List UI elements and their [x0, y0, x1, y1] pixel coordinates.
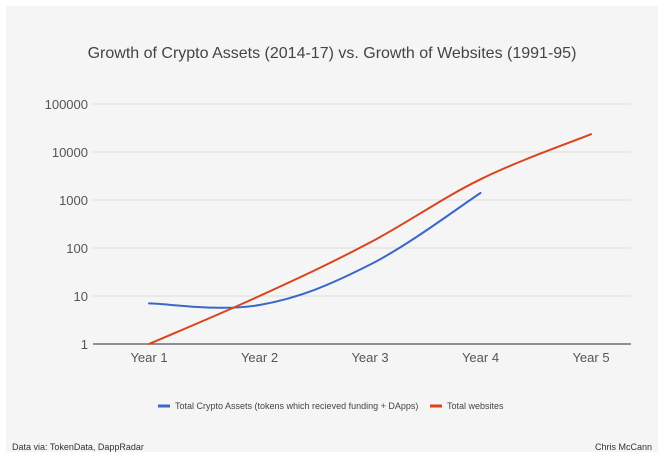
y-tick-label: 10 [74, 289, 88, 304]
x-tick-label: Year 4 [462, 350, 499, 365]
legend-label-websites: Total websites [447, 401, 504, 411]
y-tick-label: 100 [66, 241, 88, 256]
chart-frame: Growth of Crypto Assets (2014-17) vs. Gr… [6, 6, 658, 452]
author-credit: Chris McCann [595, 442, 652, 452]
gridlines [93, 103, 631, 345]
source-credit: Data via: TokenData, DappRadar [12, 442, 144, 452]
x-tick-label: Year 2 [241, 350, 278, 365]
series-line-crypto-assets [148, 191, 482, 309]
line-chart: Growth of Crypto Assets (2014-17) vs. Gr… [12, 45, 652, 452]
x-tick-label: Year 1 [130, 350, 167, 365]
y-tick-label: 1 [81, 337, 88, 352]
y-tick-label: 100000 [45, 97, 88, 112]
x-axis-ticks: Year 1 Year 2 Year 3 Year 4 Year 5 [130, 350, 609, 365]
series-line-websites [148, 133, 592, 345]
x-tick-label: Year 5 [572, 350, 609, 365]
legend: Total Crypto Assets (tokens which reciev… [158, 401, 504, 411]
chart-title: Growth of Crypto Assets (2014-17) vs. Gr… [88, 45, 577, 62]
y-tick-label: 10000 [52, 145, 88, 160]
y-axis-ticks: 1 10 100 1000 10000 100000 [45, 97, 88, 352]
y-tick-label: 1000 [59, 193, 88, 208]
x-tick-label: Year 3 [351, 350, 388, 365]
legend-label-crypto-assets: Total Crypto Assets (tokens which reciev… [175, 401, 418, 411]
series-lines [148, 133, 592, 345]
